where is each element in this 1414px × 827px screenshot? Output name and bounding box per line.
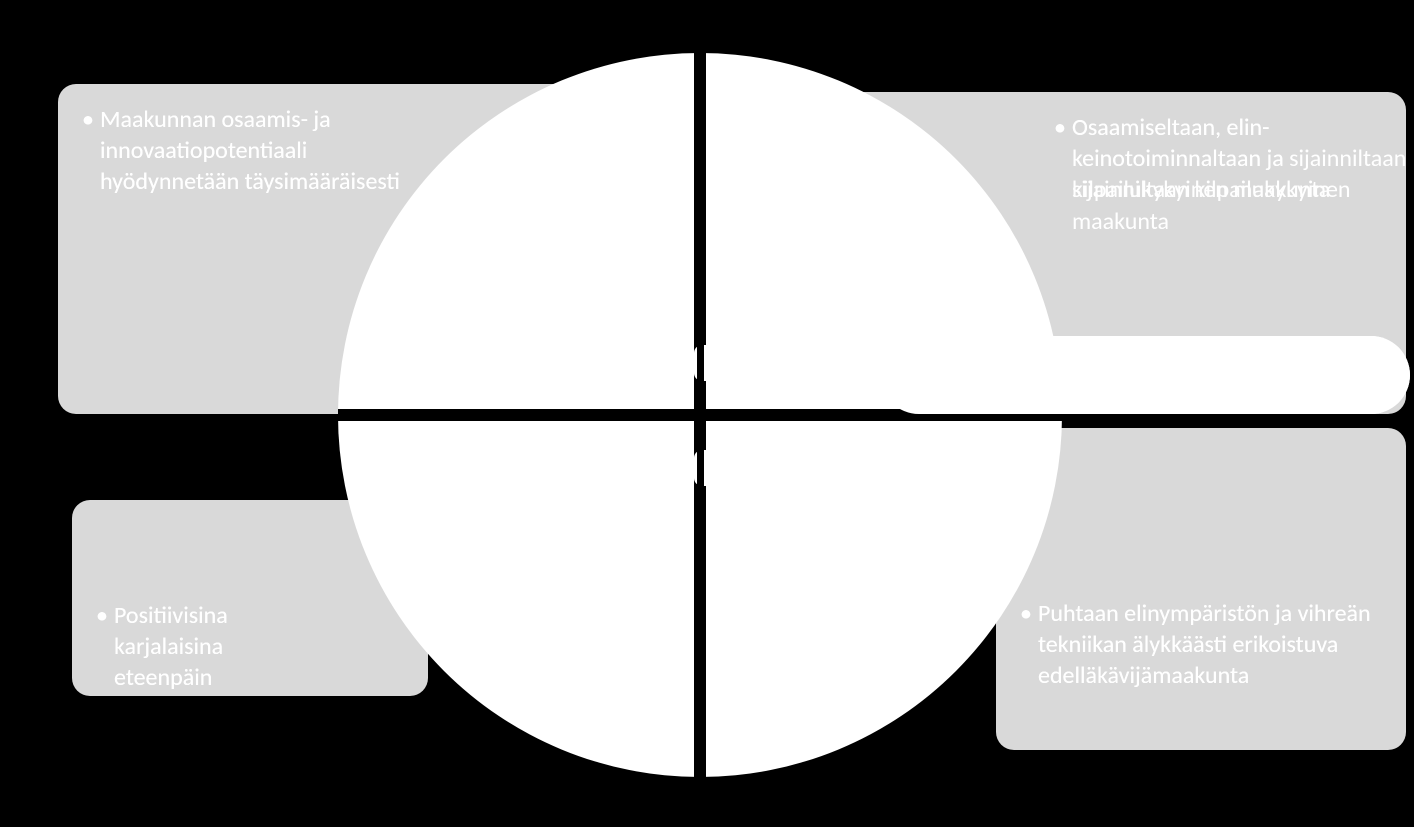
- text-overlay-bottom-right: Puhtaan elinympäristön ja vihreän teknii…: [1020, 598, 1400, 692]
- card-bottom-right: Puhtaan elinympäristön ja vihreän teknii…: [996, 428, 1406, 750]
- cross-vertical: [697, 320, 704, 520]
- text-overlay-top-left: Maakunnan osaamis- ja innovaatiopotentia…: [82, 104, 412, 198]
- text-overlay-top-right: Osaamiseltaan, elin-keinotoiminnaltaan j…: [1054, 112, 1414, 206]
- pill-right-overlay: [880, 336, 1410, 414]
- text-overlay-bottom-left: Positiivisina karjalaisina eteenpäin: [96, 600, 296, 694]
- cross-horizontal: [606, 412, 876, 419]
